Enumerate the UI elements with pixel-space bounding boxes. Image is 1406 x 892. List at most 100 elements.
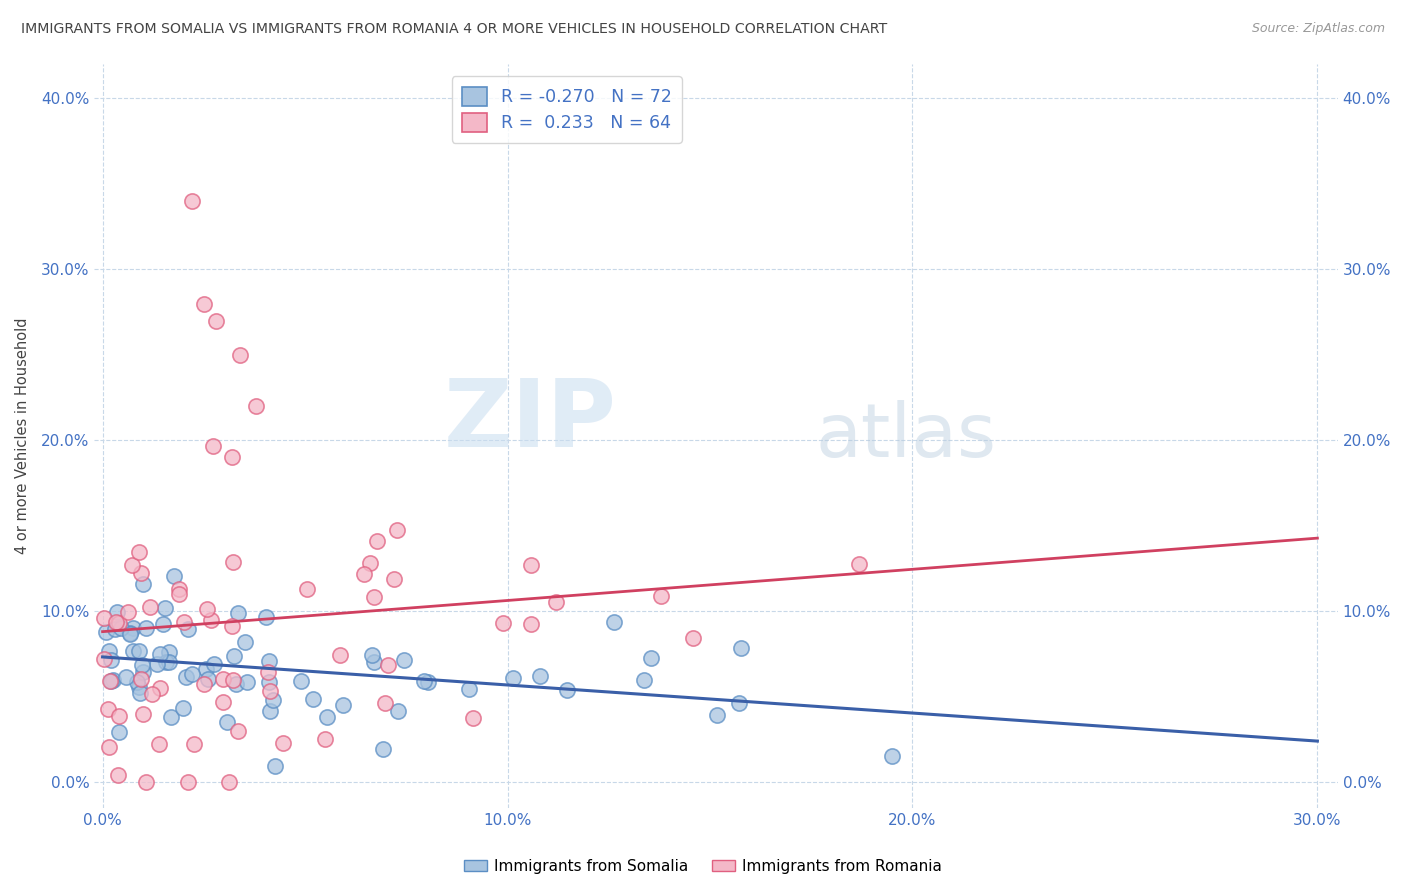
Point: [100, 653, 122, 667]
Point: [361, 648, 384, 663]
Point: [129, 672, 152, 686]
Point: [174, 670, 197, 684]
Point: [212, 695, 235, 709]
Point: [377, 658, 399, 673]
Point: [353, 567, 375, 582]
Point: [97, 702, 120, 716]
Point: [529, 669, 551, 683]
Point: [222, 555, 245, 569]
Point: [131, 657, 153, 672]
Point: [633, 673, 655, 687]
Point: [146, 657, 169, 672]
Point: [117, 605, 139, 619]
Point: [122, 644, 145, 658]
Point: [212, 672, 235, 686]
Point: [121, 558, 143, 572]
Point: [205, 313, 228, 327]
Point: [245, 399, 267, 413]
Point: [374, 697, 396, 711]
Point: [183, 737, 205, 751]
Point: [848, 557, 870, 571]
Legend: R = -0.270   N = 72, R =  0.233   N = 64: R = -0.270 N = 72, R = 0.233 N = 64: [451, 77, 682, 143]
Point: [363, 655, 385, 669]
Point: [129, 566, 152, 580]
Point: [257, 655, 280, 669]
Point: [108, 725, 131, 739]
Point: [544, 595, 567, 609]
Point: [202, 657, 225, 672]
Point: [221, 619, 243, 633]
Point: [122, 621, 145, 635]
Point: [492, 615, 515, 630]
Point: [366, 534, 388, 549]
Point: [193, 296, 215, 310]
Point: [155, 601, 177, 615]
Point: [233, 635, 256, 649]
Point: [387, 704, 409, 718]
Text: atlas: atlas: [815, 400, 997, 473]
Point: [149, 647, 172, 661]
Point: [264, 759, 287, 773]
Point: [128, 643, 150, 657]
Point: [155, 655, 177, 669]
Point: [163, 569, 186, 583]
Point: [107, 768, 129, 782]
Point: [169, 582, 191, 596]
Point: [226, 724, 249, 739]
Point: [110, 621, 132, 635]
Point: [682, 631, 704, 645]
Y-axis label: 4 or more Vehicles in Household: 4 or more Vehicles in Household: [15, 318, 30, 554]
Point: [271, 735, 294, 749]
Point: [519, 617, 541, 632]
Point: [159, 709, 181, 723]
Point: [392, 653, 415, 667]
Point: [706, 707, 728, 722]
Text: Source: ZipAtlas.com: Source: ZipAtlas.com: [1251, 22, 1385, 36]
Point: [640, 651, 662, 665]
Point: [125, 674, 148, 689]
Point: [197, 673, 219, 687]
Point: [93, 652, 115, 666]
Point: [118, 626, 141, 640]
Point: [194, 662, 217, 676]
Point: [257, 665, 280, 679]
Point: [314, 731, 336, 746]
Point: [200, 613, 222, 627]
Point: [226, 607, 249, 621]
Point: [254, 610, 277, 624]
Point: [103, 673, 125, 687]
Point: [259, 683, 281, 698]
Point: [132, 706, 155, 721]
Point: [197, 601, 219, 615]
Point: [128, 686, 150, 700]
Point: [132, 665, 155, 679]
Point: [359, 556, 381, 570]
Point: [107, 709, 129, 723]
Point: [96, 625, 118, 640]
Point: [371, 742, 394, 756]
Point: [259, 704, 281, 718]
Text: ZIP: ZIP: [444, 376, 617, 467]
Point: [221, 450, 243, 465]
Point: [98, 673, 121, 688]
Point: [201, 439, 224, 453]
Point: [382, 572, 405, 586]
Point: [128, 680, 150, 694]
Point: [882, 749, 904, 764]
Point: [152, 616, 174, 631]
Point: [108, 615, 131, 630]
Point: [132, 577, 155, 591]
Point: [120, 627, 142, 641]
Point: [730, 640, 752, 655]
Point: [301, 691, 323, 706]
Point: [128, 545, 150, 559]
Point: [555, 683, 578, 698]
Point: [650, 589, 672, 603]
Point: [222, 673, 245, 687]
Point: [458, 681, 481, 696]
Point: [295, 582, 318, 597]
Legend: Immigrants from Somalia, Immigrants from Romania: Immigrants from Somalia, Immigrants from…: [458, 853, 948, 880]
Point: [181, 666, 204, 681]
Point: [235, 675, 257, 690]
Point: [217, 714, 239, 729]
